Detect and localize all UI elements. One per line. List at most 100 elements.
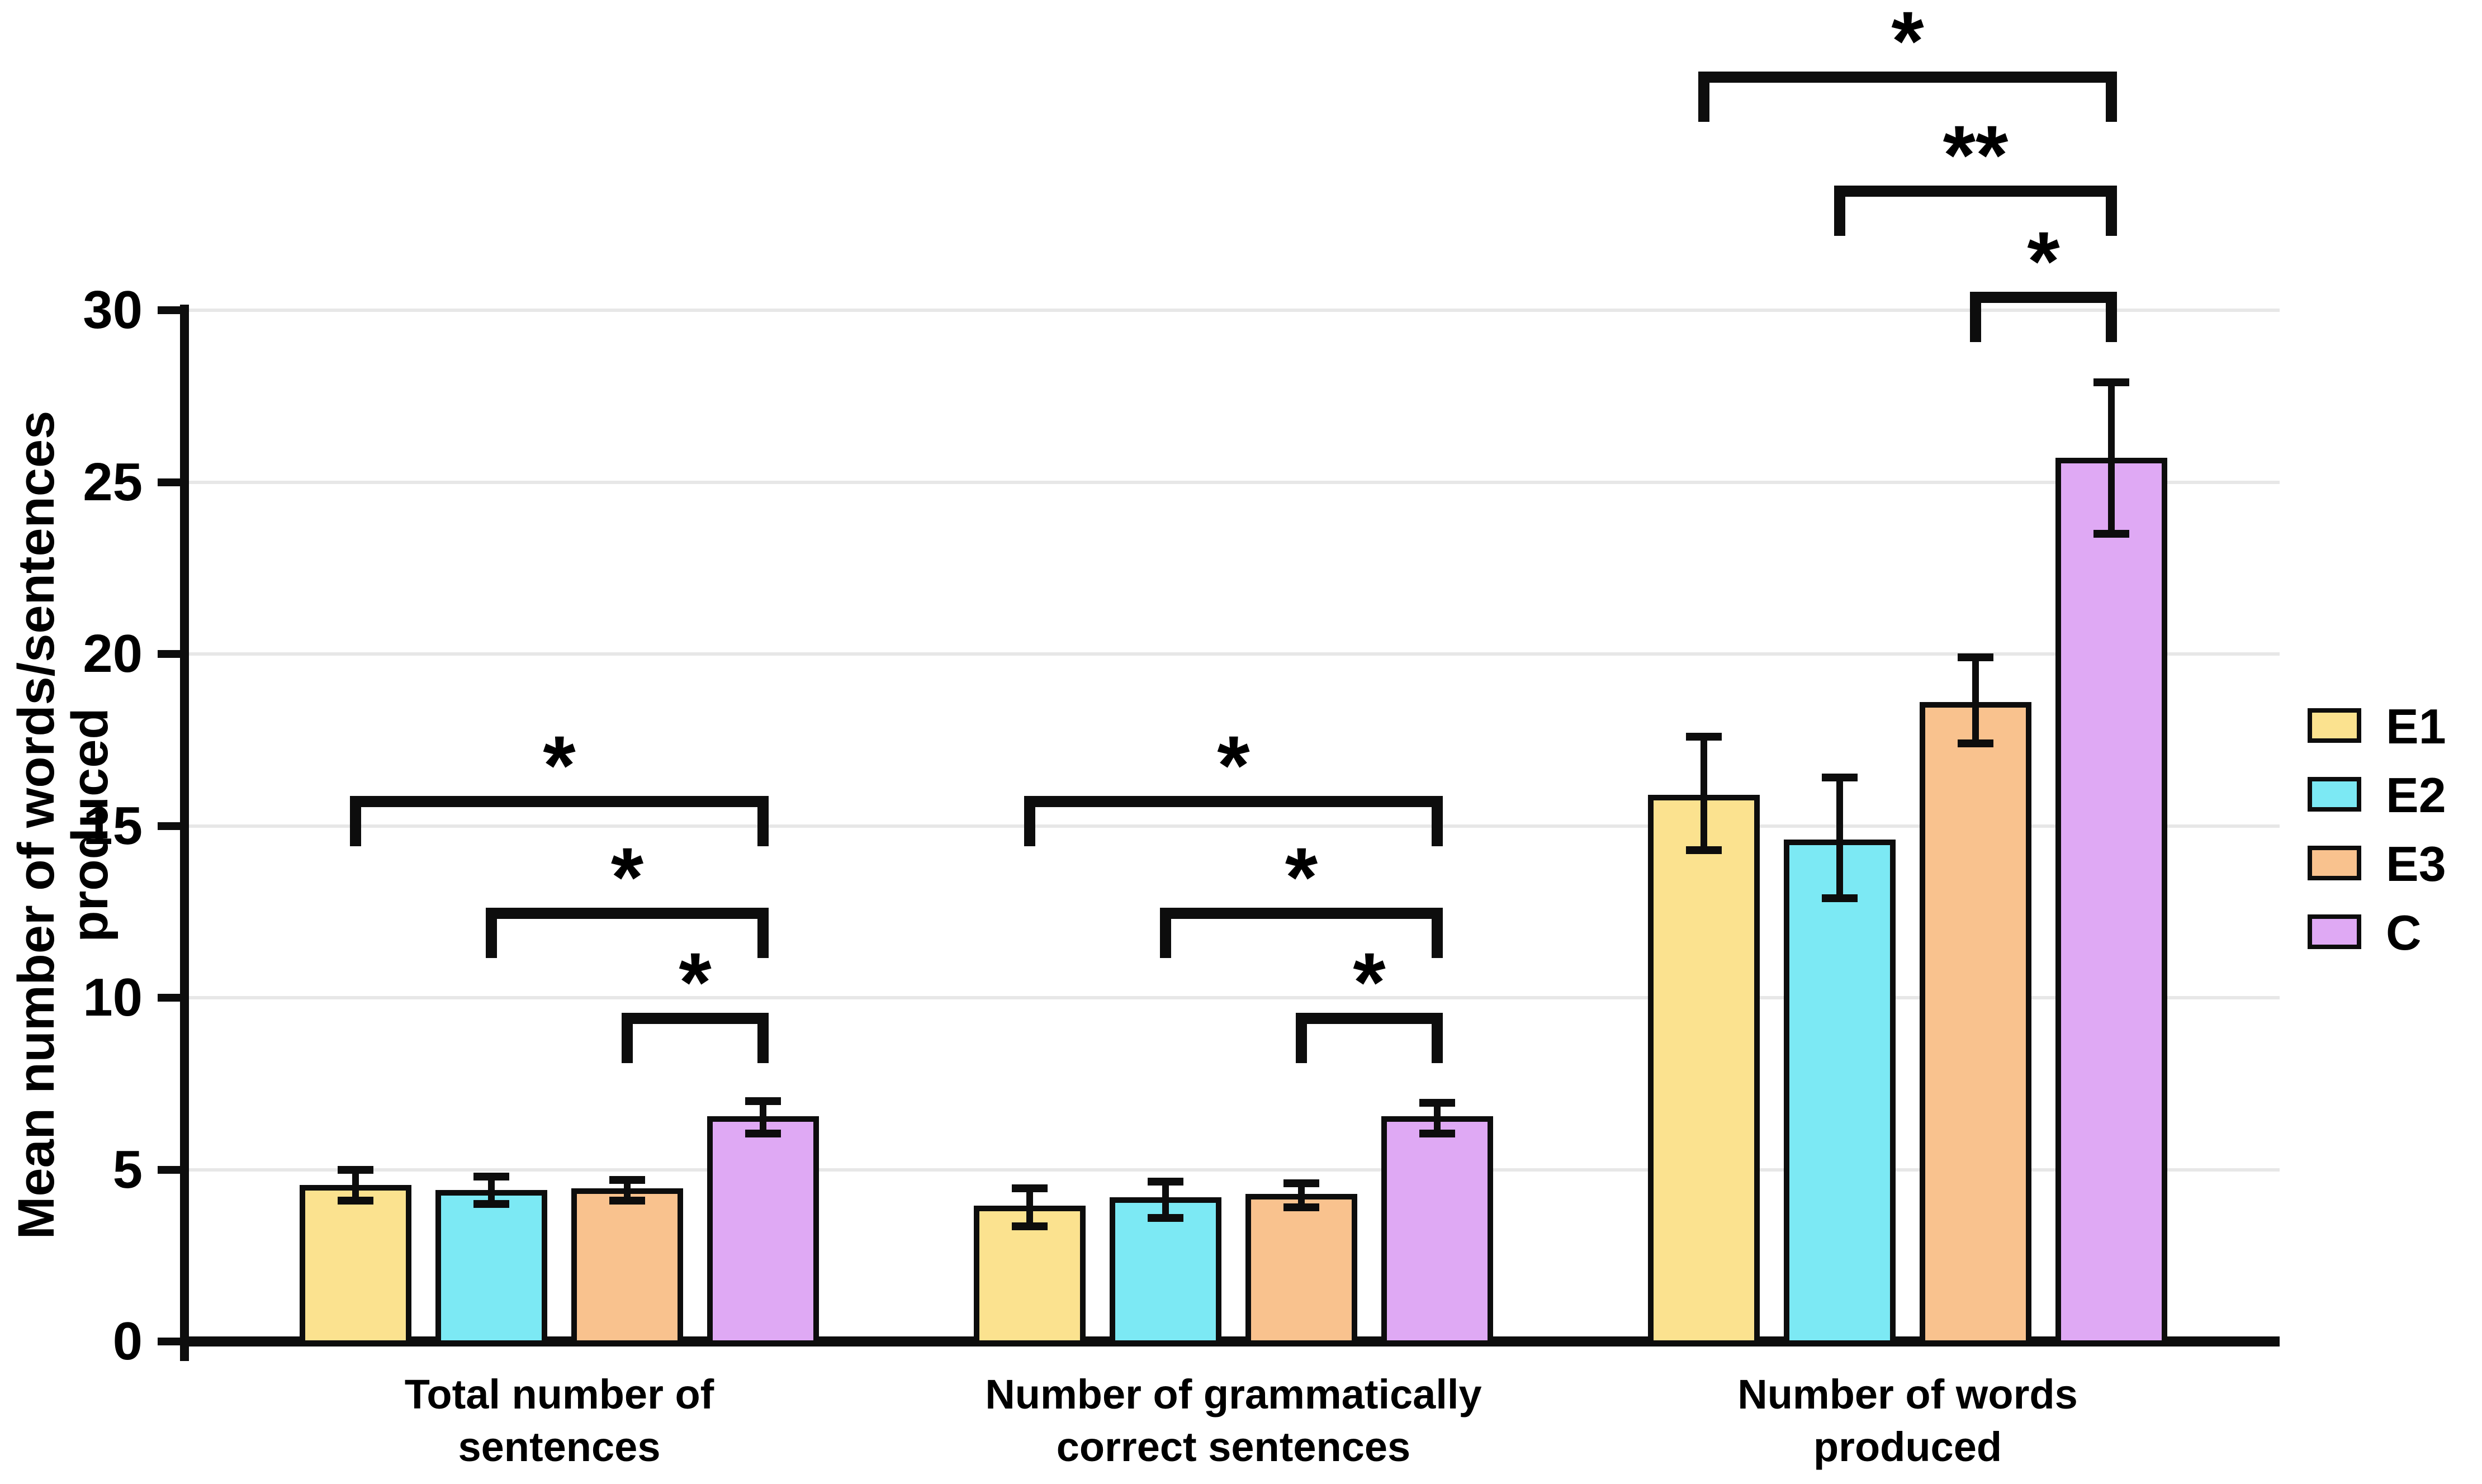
gridline-20 <box>184 652 2280 656</box>
error-bar-stem <box>1972 657 1979 743</box>
error-bar-stem <box>2108 382 2115 534</box>
y-tick-mark <box>158 1165 184 1174</box>
error-bar-cap <box>1822 774 1858 782</box>
significance-bracket <box>350 796 769 807</box>
y-tick-label: 15 <box>83 795 143 856</box>
significance-bracket <box>486 908 769 919</box>
significance-stars: ** <box>1943 108 2009 202</box>
gridline-30 <box>184 309 2280 312</box>
bar-e2-group3 <box>1784 840 1896 1346</box>
error-bar-cap <box>1958 653 1993 662</box>
significance-bracket-leg <box>1970 292 1981 342</box>
gridline-25 <box>184 480 2280 484</box>
y-tick-mark <box>158 306 184 314</box>
significance-stars: * <box>1353 935 1386 1029</box>
gridline-5 <box>184 1168 2280 1172</box>
significance-stars: * <box>679 935 712 1029</box>
significance-bracket-leg <box>486 908 497 958</box>
significance-bracket-leg <box>1698 72 1709 122</box>
significance-bracket-leg <box>2106 72 2117 122</box>
error-bar-cap <box>473 1200 509 1208</box>
x-axis-category-label: Number of words produced <box>1595 1368 2221 1473</box>
error-bar-stem <box>1298 1183 1305 1208</box>
y-tick-mark <box>158 994 184 1002</box>
error-bar-cap <box>1958 739 1993 747</box>
significance-bracket-leg <box>622 1013 633 1063</box>
legend-swatch-e2 <box>2308 777 2361 812</box>
error-bar-cap <box>1686 846 1722 854</box>
significance-bracket <box>1296 1013 1443 1024</box>
error-bar-cap <box>1419 1098 1455 1107</box>
bar-e2-group1 <box>435 1190 547 1346</box>
error-bar-cap <box>745 1097 781 1105</box>
significance-bracket-leg <box>1432 1013 1443 1063</box>
error-bar-cap <box>2093 529 2129 538</box>
bar-c-group2 <box>1381 1116 1493 1346</box>
error-bar-cap <box>1283 1179 1319 1188</box>
significance-bracket-leg <box>757 796 769 846</box>
error-bar-cap <box>338 1165 373 1174</box>
bar-e3-group3 <box>1920 702 2031 1346</box>
error-bar-stem <box>1701 736 1707 850</box>
bar-c-group1 <box>707 1116 819 1346</box>
significance-bracket-leg <box>1160 908 1171 958</box>
error-bar-stem <box>352 1169 359 1201</box>
y-tick-mark <box>158 822 184 830</box>
legend-label-e3: E3 <box>2386 836 2446 892</box>
x-axis-category-label: Total number of sentences <box>247 1368 873 1473</box>
significance-bracket-leg <box>2106 186 2117 236</box>
error-bar-stem <box>1026 1188 1033 1226</box>
x-axis-category-label: Number of grammatically correct sentences <box>921 1368 1547 1473</box>
significance-stars: * <box>610 830 644 924</box>
significance-stars: * <box>1285 830 1318 924</box>
significance-bracket-leg <box>1432 796 1443 846</box>
x-axis-label-line: Number of words <box>1737 1371 2078 1417</box>
y-tick-label: 30 <box>83 280 143 340</box>
legend-swatch-e3 <box>2308 846 2361 880</box>
error-bar-cap <box>2093 378 2129 387</box>
error-bar-stem <box>1162 1182 1169 1218</box>
error-bar-cap <box>1012 1222 1048 1230</box>
error-bar-cap <box>338 1196 373 1205</box>
significance-stars: * <box>1891 0 1924 88</box>
error-bar-stem <box>624 1179 631 1201</box>
legend-swatch-c <box>2308 914 2361 949</box>
error-bar-stem <box>760 1101 766 1134</box>
error-bar-cap <box>745 1129 781 1137</box>
x-axis-label-line: sentences <box>458 1424 661 1470</box>
bar-e1-group3 <box>1648 795 1760 1346</box>
y-tick-mark <box>158 478 184 486</box>
y-tick-mark <box>158 650 184 658</box>
significance-bracket <box>1970 292 2117 303</box>
significance-bracket <box>1160 908 1443 919</box>
error-bar-cap <box>1012 1184 1048 1193</box>
significance-stars: * <box>543 718 576 812</box>
y-tick-label: 10 <box>83 968 143 1027</box>
y-tick-label: 20 <box>83 624 143 684</box>
significance-bracket-leg <box>1024 796 1035 846</box>
bar-c-group3 <box>2055 458 2167 1346</box>
error-bar-cap <box>609 1196 645 1205</box>
y-tick-label: 25 <box>83 452 143 512</box>
significance-bracket-leg <box>1834 186 1845 236</box>
error-bar-stem <box>488 1176 495 1204</box>
bar-e3-group1 <box>571 1188 683 1346</box>
x-axis-label-line: Number of grammatically <box>985 1371 1482 1417</box>
x-axis-label-line: Total number of <box>404 1371 714 1417</box>
significance-bracket-leg <box>757 908 769 958</box>
significance-stars: * <box>1217 718 1250 812</box>
error-bar-stem <box>1434 1102 1441 1134</box>
y-tick-mark <box>158 1338 184 1345</box>
error-bar-stem <box>1836 777 1843 898</box>
significance-bracket-leg <box>1296 1013 1307 1063</box>
x-axis-label-line: correct sentences <box>1056 1424 1411 1470</box>
significance-bracket <box>622 1013 769 1024</box>
x-axis-label-line: produced <box>1813 1424 2002 1470</box>
significance-bracket <box>1024 796 1443 807</box>
error-bar-cap <box>1419 1129 1455 1137</box>
legend-label-e1: E1 <box>2386 699 2446 754</box>
significance-bracket <box>1698 72 2117 83</box>
bar-e2-group2 <box>1110 1197 1221 1346</box>
y-axis-line <box>180 305 189 1361</box>
